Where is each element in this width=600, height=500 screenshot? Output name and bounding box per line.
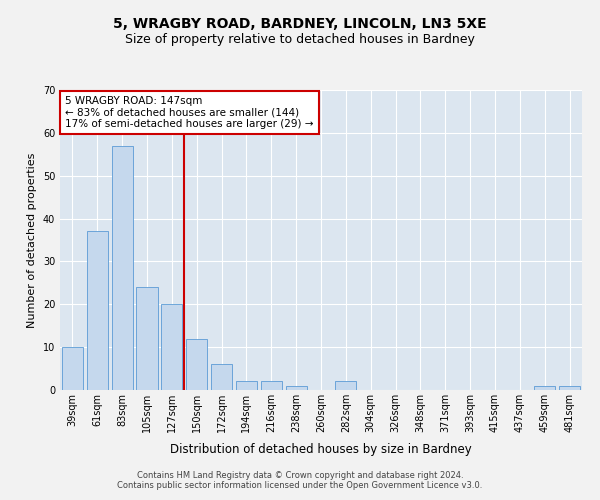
Bar: [211, 364, 232, 390]
Text: 5, WRAGBY ROAD, BARDNEY, LINCOLN, LN3 5XE: 5, WRAGBY ROAD, BARDNEY, LINCOLN, LN3 5X…: [113, 18, 487, 32]
Y-axis label: Number of detached properties: Number of detached properties: [27, 152, 37, 328]
Bar: [335, 382, 356, 390]
Bar: [286, 386, 307, 390]
Text: Distribution of detached houses by size in Bardney: Distribution of detached houses by size …: [170, 442, 472, 456]
Bar: [161, 304, 182, 390]
Bar: [186, 338, 207, 390]
Bar: [236, 382, 257, 390]
Bar: [534, 386, 555, 390]
Bar: [559, 386, 580, 390]
Bar: [261, 382, 282, 390]
Text: Size of property relative to detached houses in Bardney: Size of property relative to detached ho…: [125, 32, 475, 46]
Text: 5 WRAGBY ROAD: 147sqm
← 83% of detached houses are smaller (144)
17% of semi-det: 5 WRAGBY ROAD: 147sqm ← 83% of detached …: [65, 96, 314, 129]
Bar: [87, 232, 108, 390]
Text: Contains HM Land Registry data © Crown copyright and database right 2024.
Contai: Contains HM Land Registry data © Crown c…: [118, 470, 482, 490]
Bar: [136, 287, 158, 390]
Bar: [112, 146, 133, 390]
Bar: [62, 347, 83, 390]
